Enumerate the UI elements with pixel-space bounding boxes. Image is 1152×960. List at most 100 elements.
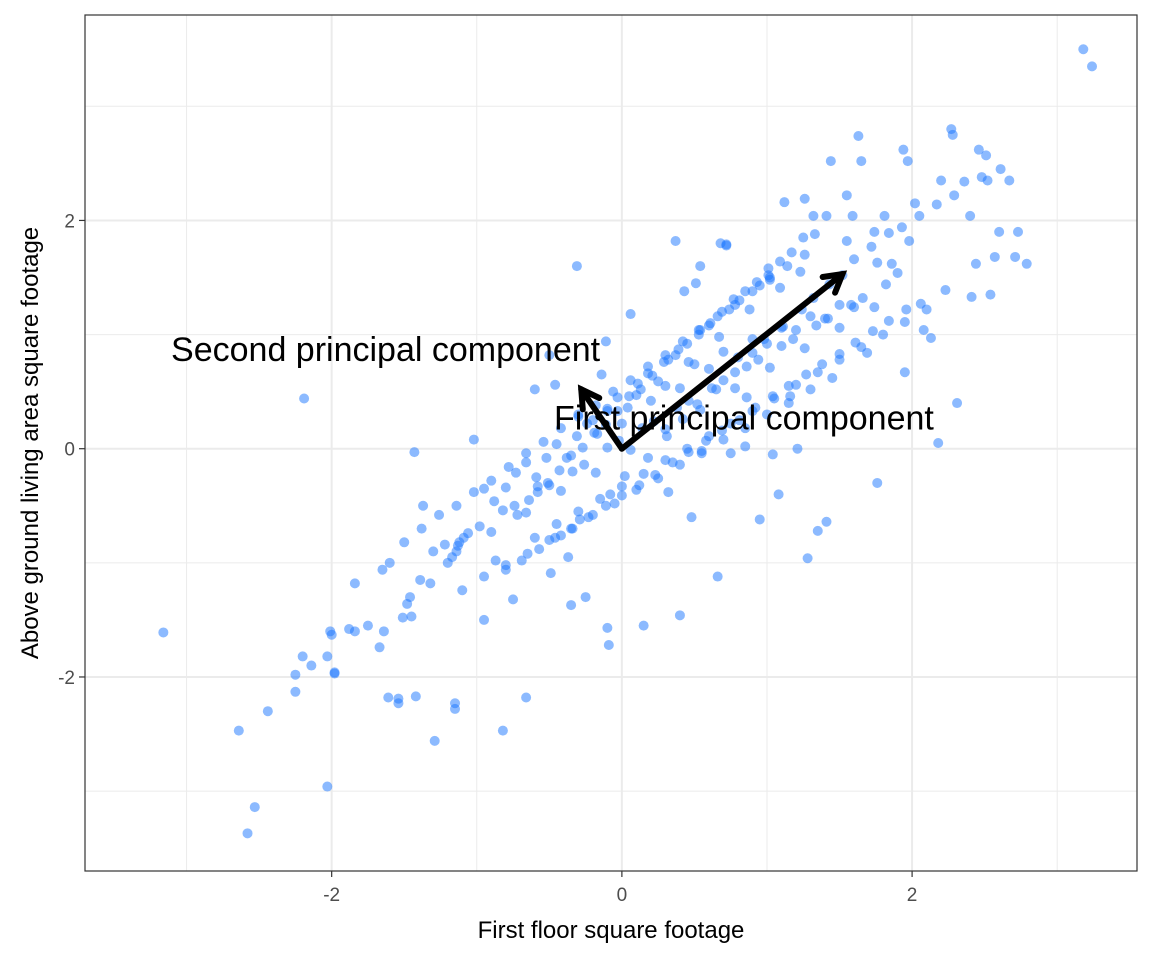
data-point — [573, 409, 584, 420]
data-point — [834, 322, 845, 333]
data-point — [322, 781, 333, 792]
data-point — [529, 384, 540, 395]
data-point — [609, 498, 620, 509]
principal-component-arrows — [577, 270, 848, 452]
data-point — [600, 500, 611, 511]
data-point — [550, 379, 561, 390]
data-point — [643, 361, 654, 372]
data-point — [631, 484, 642, 495]
data-point — [1010, 251, 1021, 262]
data-point — [886, 258, 897, 269]
data-point — [415, 574, 426, 585]
data-point — [880, 279, 891, 290]
y-tick-label: 0 — [64, 440, 75, 461]
data-point — [947, 129, 958, 140]
data-point — [399, 537, 410, 548]
data-point — [785, 391, 796, 402]
data-point — [995, 164, 1006, 175]
pc-arrow-shaft — [578, 386, 625, 452]
data-point — [914, 210, 925, 221]
data-point — [902, 156, 913, 167]
data-point — [959, 176, 970, 187]
data-point — [418, 500, 429, 511]
pc-arrow-head — [819, 270, 848, 296]
data-point — [966, 291, 977, 302]
data-point — [406, 611, 417, 622]
data-point — [428, 546, 439, 557]
data-point — [674, 383, 685, 394]
data-point — [799, 249, 810, 260]
data-point — [786, 247, 797, 258]
data-point — [452, 540, 463, 551]
data-point — [909, 198, 920, 209]
data-point — [622, 402, 633, 413]
data-point — [486, 527, 497, 538]
data-point — [612, 406, 623, 417]
data-point — [509, 500, 520, 511]
data-point — [521, 692, 532, 703]
data-point — [344, 624, 355, 635]
data-point — [718, 375, 729, 386]
data-point — [821, 516, 832, 527]
data-point — [764, 362, 775, 373]
data-point — [602, 622, 613, 633]
data-point — [653, 473, 664, 484]
data-point — [730, 299, 741, 310]
data-point — [497, 725, 508, 736]
data-point — [925, 332, 936, 343]
data-point — [775, 256, 786, 267]
data-point — [660, 455, 671, 466]
pc-arrow-shaft — [618, 271, 846, 452]
data-point — [674, 610, 685, 621]
data-point — [573, 506, 584, 517]
data-point — [741, 361, 752, 372]
data-point — [524, 495, 535, 506]
data-point — [374, 642, 385, 653]
data-point — [602, 442, 613, 453]
data-point — [690, 278, 701, 289]
data-point — [596, 369, 607, 380]
data-point — [479, 614, 490, 625]
data-point — [933, 438, 944, 448]
data-point — [718, 346, 729, 357]
data-point — [776, 340, 787, 351]
data-point — [605, 489, 616, 500]
data-point — [899, 367, 910, 378]
data-point — [468, 434, 479, 445]
data-point — [544, 535, 555, 546]
data-point — [262, 706, 273, 717]
data-point — [740, 423, 751, 434]
data-point — [973, 144, 984, 155]
data-point — [899, 317, 910, 328]
data-point — [717, 425, 728, 436]
data-point — [834, 299, 845, 310]
data-point — [1078, 44, 1089, 55]
data-point — [510, 467, 521, 478]
data-point — [883, 227, 894, 238]
data-point — [653, 376, 664, 387]
data-point — [714, 331, 725, 342]
data-point — [534, 544, 545, 555]
data-point — [555, 485, 566, 496]
data-point — [872, 257, 883, 268]
data-point — [989, 251, 1000, 262]
data-point — [775, 282, 786, 293]
data-point — [879, 210, 890, 221]
annotation-label: Second principal component — [171, 331, 601, 369]
data-point — [811, 320, 822, 331]
data-point — [712, 571, 723, 582]
data-point — [712, 311, 723, 322]
data-point — [802, 553, 813, 564]
data-point — [249, 802, 260, 813]
data-point — [718, 434, 729, 445]
data-point — [994, 226, 1005, 237]
data-point — [563, 552, 574, 563]
x-axis-title: First floor square footage — [478, 917, 745, 944]
data-point — [479, 483, 490, 494]
data-point — [625, 309, 636, 320]
data-point — [682, 443, 693, 454]
data-point — [869, 226, 880, 237]
data-point — [625, 375, 636, 386]
data-point — [849, 302, 860, 313]
data-point — [590, 467, 601, 478]
